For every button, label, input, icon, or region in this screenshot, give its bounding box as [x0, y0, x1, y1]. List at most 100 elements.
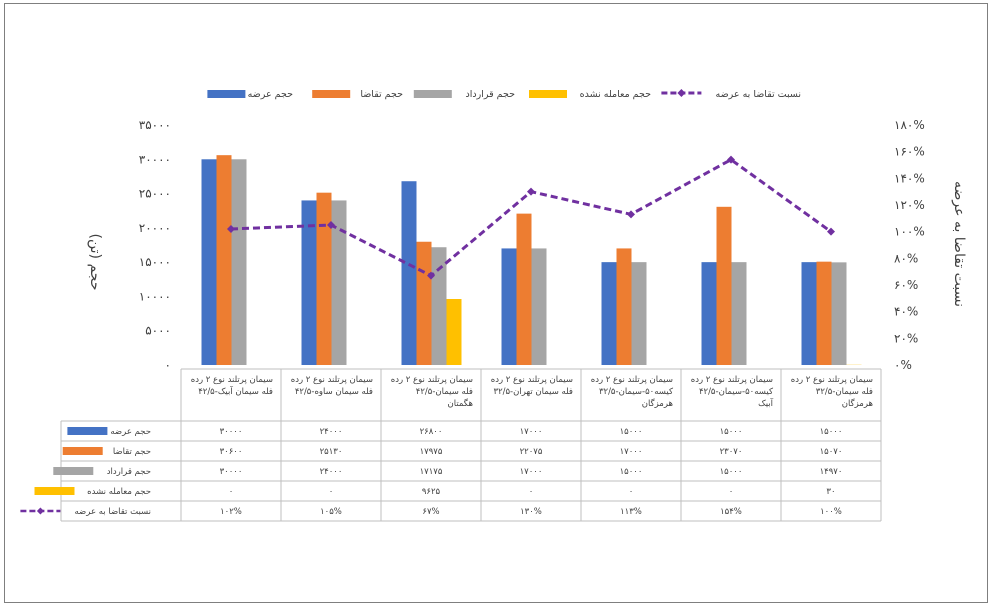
x-tick-label: ۴۲/۵-فله سیمان آبیک [198, 385, 273, 397]
y2-tick-label: ۰% [894, 358, 912, 372]
table-key-swatch [34, 487, 75, 495]
table-value: ۱۱۳% [620, 507, 642, 517]
bar [831, 262, 847, 365]
bar [401, 181, 417, 365]
x-tick-label: هگمتان [448, 398, 474, 409]
y-axis-left: ۰ ۵۰۰۰ ۱۰۰۰۰ ۱۵۰۰۰ ۲۰۰۰۰ ۲۵۰۰۰ ۳۰۰۰۰ ۳۵۰۰۰ [139, 118, 171, 372]
x-tick-label: سیمان پرتلند نوع ۲ رده [191, 375, 273, 385]
table-value: ۰ [629, 487, 634, 497]
x-tick-label: ۳۲/۵-فله سیمان تهران [494, 387, 574, 397]
legend-swatch [207, 90, 246, 98]
table-value: ۱۳۰% [520, 507, 542, 517]
bar [301, 200, 317, 365]
legend-swatch [413, 90, 452, 98]
x-tick-label: سیمان پرتلند نوع ۲ رده [291, 375, 373, 385]
table-value: ۱۵۰۰۰ [720, 467, 743, 477]
ratio-point [427, 271, 435, 280]
table-value: ۱۷۹۷۵ [420, 447, 443, 457]
legend-label: حجم تقاضا [360, 89, 403, 100]
legend-label: نسبت تقاضا به عرضه [716, 89, 802, 100]
table-key-swatch [53, 467, 94, 475]
table-value: ۰ [529, 487, 534, 497]
table-value: ۲۲۰۷۵ [520, 447, 543, 457]
table-row-label: حجم معامله نشده [87, 487, 151, 497]
table-value: ۶۷% [422, 507, 439, 517]
x-tick-label: سیمان پرتلند نوع ۲ رده [491, 375, 573, 385]
bar [531, 248, 547, 365]
table-value: ۲۴۰۰۰ [320, 467, 343, 477]
table-value: ۱۵۰۰۰ [720, 427, 743, 437]
bar [701, 262, 717, 365]
table-value: ۳۰۰۰۰ [220, 467, 243, 477]
x-tick-label: ۴۲/۵-فله سیمان ساوه [295, 387, 373, 397]
chart-frame: حجم عرضه حجم تقاضا حجم قرارداد حجم معامله ن… [4, 3, 988, 603]
x-tick-label: سیمان پرتلند نوع ۲ رده [591, 375, 673, 385]
table-value: ۱۰۰% [820, 507, 842, 517]
ratio-point [327, 221, 335, 229]
bar [231, 159, 247, 365]
legend-label: حجم عرضه [248, 89, 294, 100]
y-tick-label: ۳۵۰۰۰ [139, 118, 171, 132]
table-key-swatch [67, 427, 108, 435]
x-tick-label: سیمان پرتلند نوع ۲ رده [691, 375, 773, 385]
table-value: ۲۳۰۷۰ [720, 447, 743, 457]
bar [446, 299, 462, 365]
x-tick-label: سیمان پرتلند نوع ۲ رده [791, 375, 873, 385]
chart-svg: حجم عرضه حجم تقاضا حجم قرارداد حجم معامله ن… [20, 89, 967, 522]
ratio-point [627, 210, 635, 219]
y2-tick-label: ۸۰% [894, 251, 918, 265]
table-value: ۲۶۸۰۰ [420, 427, 443, 437]
y-tick-label: ۳۰۰۰۰ [139, 152, 171, 166]
bar [216, 155, 232, 365]
x-tick-label: هرمزگان [842, 398, 873, 409]
table-key-marker [36, 507, 44, 515]
bar [431, 247, 447, 365]
bar [801, 262, 817, 365]
bar [731, 262, 747, 365]
y2-tick-label: ۱۸۰% [894, 118, 925, 132]
table-value: ۱۷۰۰۰ [520, 427, 543, 437]
y2-axis-title: نسبت تقاضا به عرضه [951, 181, 967, 307]
y2-tick-label: ۴۰% [894, 305, 918, 319]
table-value: ۳۰ [826, 487, 835, 497]
table-row-label: حجم عرضه [110, 427, 151, 437]
table-value: ۲۵۱۳۰ [320, 447, 343, 457]
x-tick-label: آبیک [758, 397, 774, 409]
bar [616, 248, 632, 365]
table-row-label: نسبت تقاضا به عرضه [75, 507, 152, 517]
x-tick-label: ۴۲/۵-فله سیمان [416, 387, 473, 397]
y-tick-label: ۲۰۰۰۰ [139, 221, 171, 235]
y2-tick-label: ۱۴۰% [894, 171, 925, 185]
x-tick-label: ۴۲/۵-کیسه۵۰-سیمان [699, 387, 774, 397]
bar [516, 213, 532, 365]
y2-tick-label: ۶۰% [894, 278, 918, 292]
bar [316, 192, 332, 365]
table-value: ۱۵۰۰۰ [820, 427, 843, 437]
table-value: ۹۶۲۵ [422, 487, 441, 497]
ratio-point [827, 227, 835, 236]
y2-tick-label: ۱۶۰% [894, 145, 925, 159]
table-value: ۱۵۰۷۰ [820, 447, 843, 457]
table-value: ۱۰۲% [220, 507, 242, 517]
bar [816, 261, 832, 365]
bar [716, 206, 732, 365]
bar [201, 159, 217, 365]
table-value: ۱۷۰۰۰ [520, 467, 543, 477]
y-tick-label: ۱۵۰۰۰ [139, 255, 171, 269]
bars [201, 155, 862, 365]
legend-label: حجم معامله نشده [580, 89, 651, 100]
y-tick-label: ۵۰۰۰ [145, 324, 171, 338]
y-axis-right: ۰% ۲۰% ۴۰% ۶۰% ۸۰% ۱۰۰% ۱۲۰% ۱۴۰% ۱۶۰% ۱۸۰% [894, 118, 925, 372]
ratio-point [527, 187, 535, 196]
table-value: ۱۵۰۰۰ [620, 467, 643, 477]
table-value: ۱۴۹۷۰ [820, 467, 843, 477]
y-tick-label: ۲۵۰۰۰ [139, 187, 171, 201]
table-value: ۳۰۰۰۰ [220, 427, 243, 437]
legend-swatch [529, 90, 567, 98]
bar [416, 241, 432, 365]
table-row-label: حجم قرارداد [107, 467, 151, 477]
table-value: ۲۴۰۰۰ [320, 427, 343, 437]
table-value: ۱۵۴% [720, 507, 742, 517]
x-tick-label: ۳۲/۵-فله سیمان [816, 387, 873, 397]
